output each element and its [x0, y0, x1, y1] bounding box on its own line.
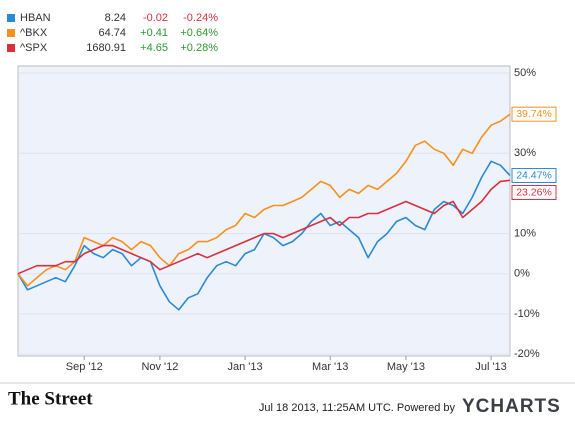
x-tick-label: May '13 [387, 361, 425, 373]
legend-change: +4.65 [140, 42, 168, 54]
legend-change-pct: -0.24% [183, 12, 218, 24]
legend-price: 1680.91 [86, 42, 126, 54]
x-tick-label: Nov '12 [141, 361, 178, 373]
y-tick-label: 0% [514, 268, 530, 280]
legend-name: ^BKX [20, 27, 48, 39]
y-tick-label: 50% [514, 67, 536, 79]
y-tick-label: -10% [514, 308, 540, 320]
x-tick-label: Mar '13 [312, 361, 348, 373]
legend-change: +0.41 [140, 27, 168, 39]
brand-logo: The Street [8, 388, 93, 409]
legend-swatch [7, 14, 15, 22]
legend-swatch [7, 29, 15, 37]
legend-change-pct: +0.64% [180, 27, 218, 39]
x-tick-label: Jul '13 [475, 361, 506, 373]
legend-swatch [7, 44, 15, 52]
legend-price: 64.74 [98, 27, 126, 39]
end-label-box [511, 184, 557, 200]
legend-name: HBAN [20, 12, 51, 24]
x-tick-label: Sep '12 [66, 361, 103, 373]
y-tick-label: 30% [514, 147, 536, 159]
end-label-box [511, 167, 557, 183]
timestamp: Jul 18 2013, 11:25AM UTC. Powered by [259, 402, 456, 414]
legend-name: ^SPX [20, 42, 48, 54]
end-label: 39.74% [516, 108, 552, 120]
end-label: 23.26% [516, 186, 552, 198]
legend-change-pct: +0.28% [180, 42, 218, 54]
legend-price: 8.24 [105, 12, 126, 24]
end-label-box [511, 106, 557, 122]
provider-logo: YCHARTS [462, 396, 561, 417]
series-line [17, 113, 511, 287]
end-label: 24.47% [516, 169, 552, 181]
series-line [17, 179, 511, 275]
y-tick-label: -20% [514, 348, 540, 360]
y-tick-label: 10% [514, 227, 536, 239]
x-tick-label: Jan '13 [228, 361, 263, 373]
legend-change: -0.02 [143, 12, 168, 24]
